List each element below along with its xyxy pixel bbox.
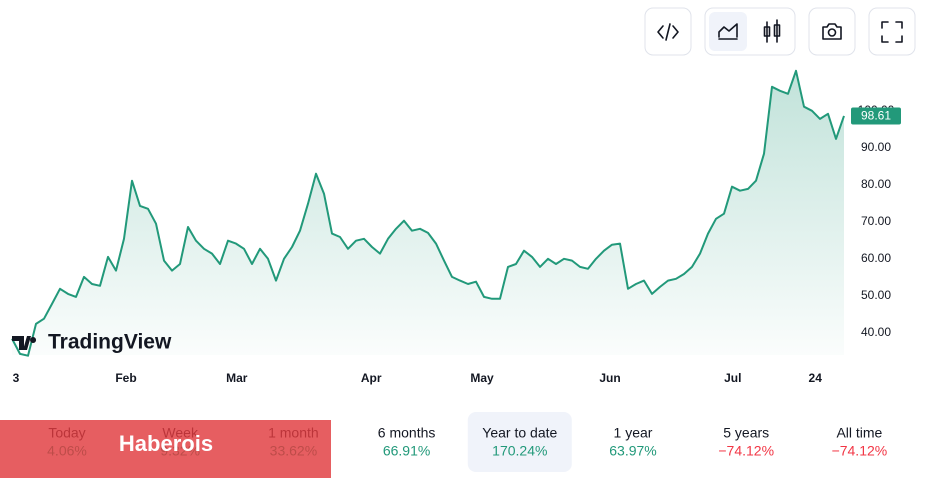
period-change: −74.12% [718, 443, 774, 459]
x-tick-label: Apr [361, 371, 382, 385]
x-tick-label: 3 [13, 371, 20, 385]
period-label[interactable]: 1 year [614, 425, 653, 441]
candle-icon [766, 19, 778, 43]
price-line [11, 69, 845, 357]
x-tick-label: 24 [809, 371, 823, 385]
x-tick-label: Mar [226, 371, 248, 385]
area-icon [718, 23, 738, 40]
y-tick-label: 60.00 [861, 251, 891, 265]
period-change: −74.12% [832, 443, 888, 459]
fullscreen-button[interactable] [868, 7, 916, 56]
period-change: 170.24% [492, 443, 547, 459]
period-change: 63.97% [609, 443, 656, 459]
area-button[interactable] [709, 12, 747, 51]
candle-body [773, 24, 781, 37]
toolbar [644, 7, 916, 56]
x-tick-label: May [470, 371, 494, 385]
y-tick-label: 40.00 [861, 325, 891, 339]
overlay-banner [0, 420, 331, 478]
chart: 40.0050.0060.0070.0080.0090.00100.003Feb… [11, 69, 901, 385]
fullscreen-icon [881, 21, 903, 43]
candle-body [763, 26, 771, 37]
last-price-label: 98.61 [861, 109, 891, 123]
last-price-badge [851, 107, 901, 125]
y-tick-label: 80.00 [861, 177, 891, 191]
camera-icon [822, 23, 842, 40]
area-fill [12, 70, 844, 356]
x-tick-label: Jul [724, 371, 741, 385]
screenshot-button[interactable] [808, 7, 856, 56]
y-tick-label: 70.00 [861, 214, 891, 228]
period-label[interactable]: 5 years [723, 425, 769, 441]
candle-button[interactable] [751, 12, 791, 51]
watermark: TradingView [48, 331, 172, 354]
logo-mark [12, 336, 37, 350]
overlay-text: Haberois [119, 431, 213, 456]
x-tick-label: Jun [599, 371, 620, 385]
period-label[interactable]: All time [836, 425, 882, 441]
period-selected [467, 412, 572, 472]
period-change: 66.91% [383, 443, 430, 459]
logo: TradingView [12, 331, 172, 354]
x-tick-label: Feb [115, 371, 136, 385]
embed-icon [657, 23, 679, 41]
camera-lens [827, 28, 837, 37]
y-tick-label: 50.00 [861, 288, 891, 302]
period-label[interactable]: Year to date [482, 425, 557, 441]
period-label[interactable]: 6 months [378, 425, 436, 441]
y-tick-label: 90.00 [861, 140, 891, 154]
